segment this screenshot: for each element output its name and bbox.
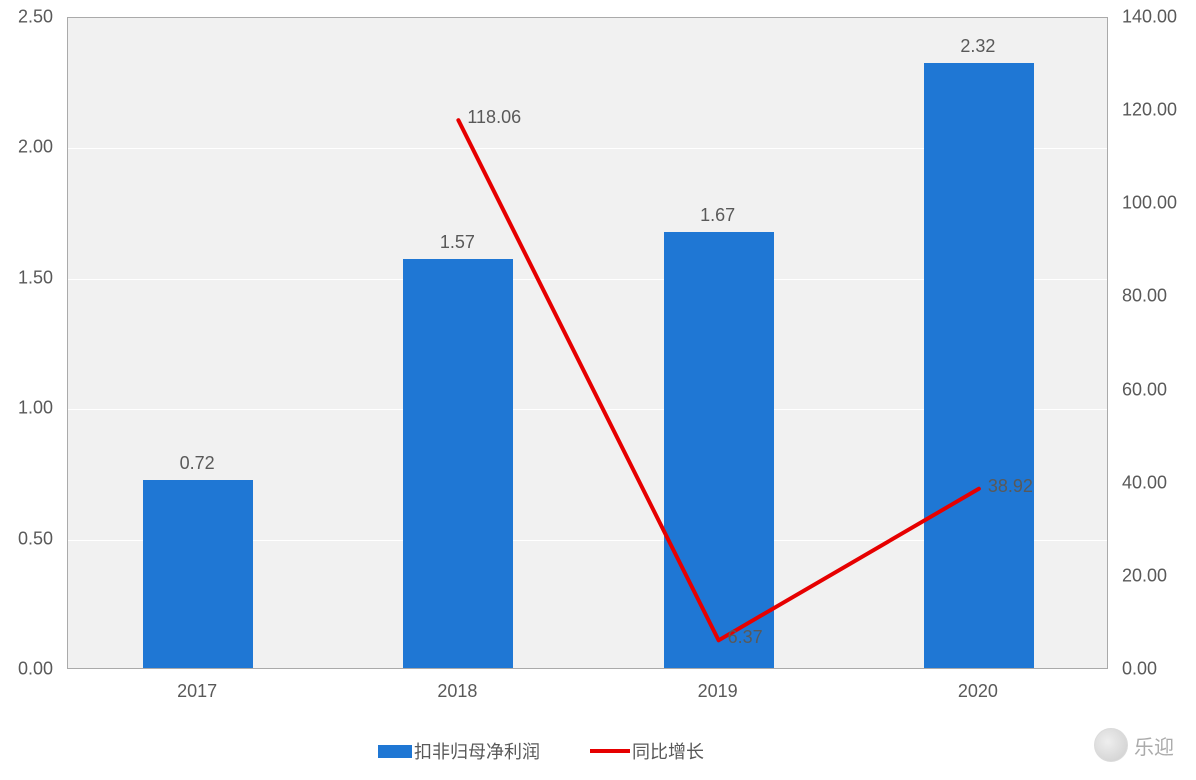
y-left-tick-label: 1.50 — [0, 267, 53, 288]
legend-item-bar: 扣非归母净利润 — [378, 738, 540, 764]
y-left-tick-label: 0.00 — [0, 659, 53, 680]
legend-line-label: 同比增长 — [632, 738, 704, 764]
chart-container: 扣非归母净利润 同比增长 乐迎 0.00 0.50 1.00 1.50 2.00 2.50… — [0, 0, 1196, 780]
bar-value-label: 2.32 — [960, 36, 995, 57]
line-value-label: 6.37 — [728, 627, 763, 648]
y-right-tick-label: 60.00 — [1122, 379, 1167, 400]
y-right-tick-label: 40.00 — [1122, 472, 1167, 493]
x-tick-label: 2018 — [437, 681, 477, 702]
x-tick-label: 2019 — [698, 681, 738, 702]
line-series — [68, 18, 1109, 670]
y-left-tick-label: 2.00 — [0, 137, 53, 158]
y-left-tick-label: 2.50 — [0, 7, 53, 28]
y-right-tick-label: 0.00 — [1122, 659, 1157, 680]
legend-bar-label: 扣非归母净利润 — [414, 738, 540, 764]
plot-area — [67, 17, 1108, 669]
watermark-icon — [1094, 728, 1128, 762]
y-right-tick-label: 80.00 — [1122, 286, 1167, 307]
bar-value-label: 0.72 — [180, 453, 215, 474]
y-left-tick-label: 0.50 — [0, 528, 53, 549]
line-value-label: 38.92 — [988, 476, 1033, 497]
line-value-label: 118.06 — [467, 107, 521, 128]
legend: 扣非归母净利润 同比增长 — [378, 738, 704, 764]
y-right-tick-label: 20.00 — [1122, 565, 1167, 586]
x-tick-label: 2020 — [958, 681, 998, 702]
legend-swatch-bar — [378, 745, 412, 758]
y-right-tick-label: 100.00 — [1122, 193, 1177, 214]
legend-item-line: 同比增长 — [590, 738, 704, 764]
x-tick-label: 2017 — [177, 681, 217, 702]
watermark: 乐迎 — [1094, 728, 1174, 762]
legend-swatch-line — [590, 749, 630, 753]
watermark-text: 乐迎 — [1134, 731, 1174, 760]
bar-value-label: 1.57 — [440, 232, 475, 253]
y-right-tick-label: 140.00 — [1122, 7, 1177, 28]
y-left-tick-label: 1.00 — [0, 398, 53, 419]
y-right-tick-label: 120.00 — [1122, 100, 1177, 121]
bar-value-label: 1.67 — [700, 205, 735, 226]
